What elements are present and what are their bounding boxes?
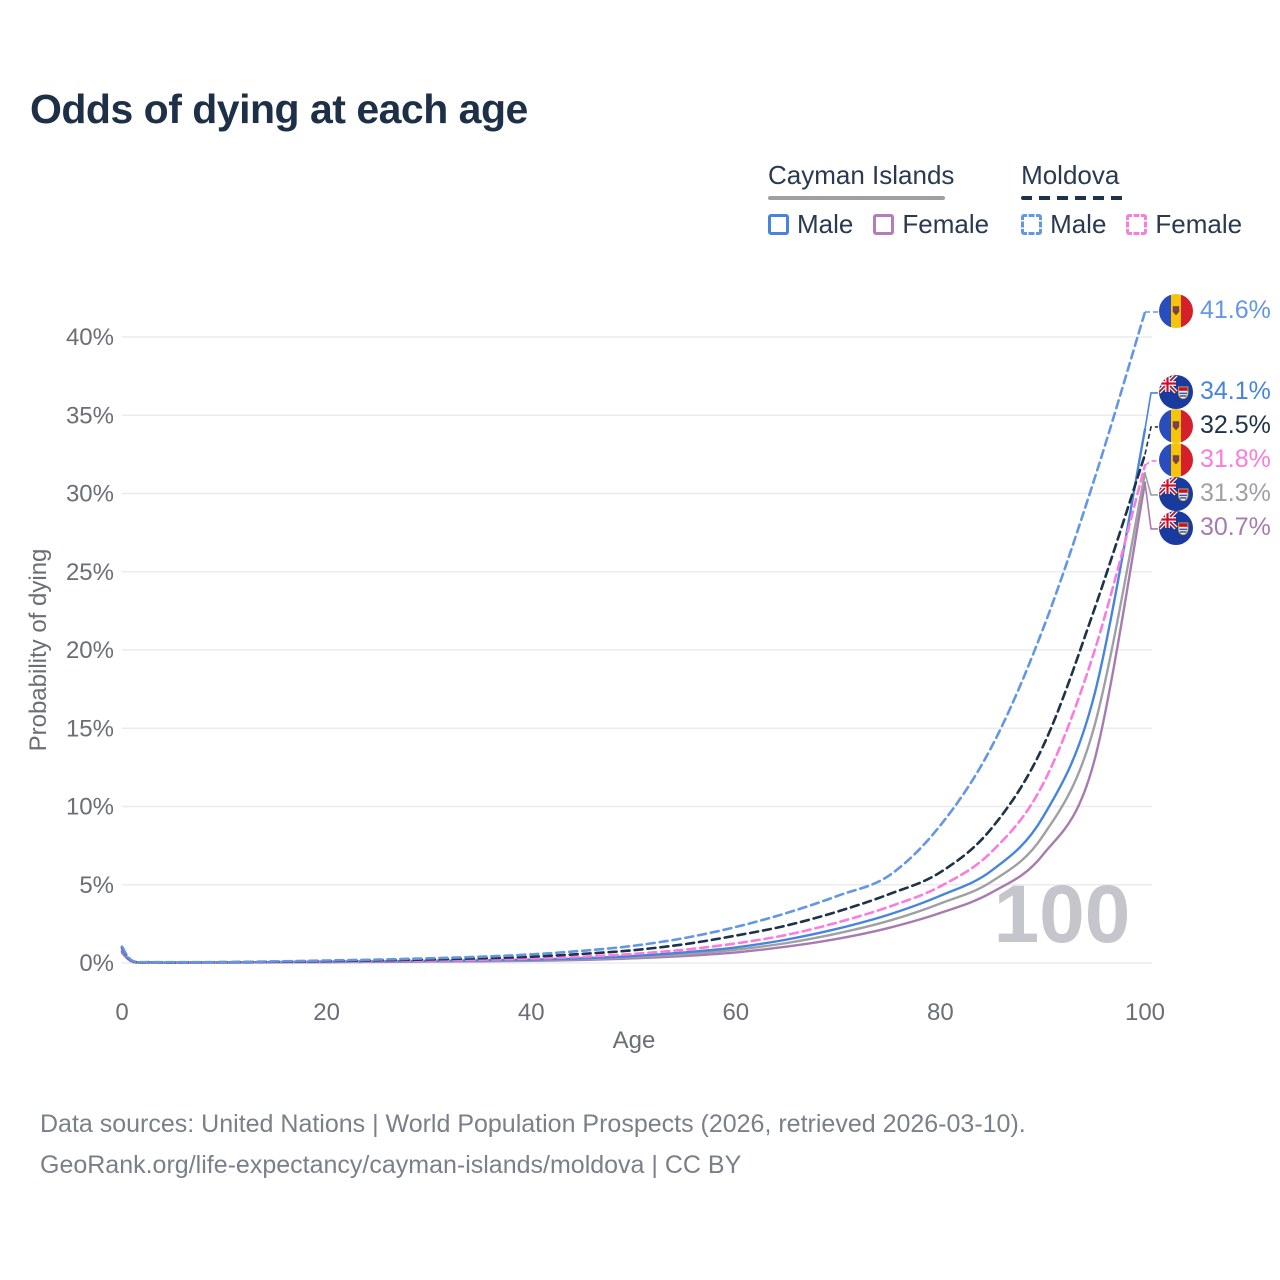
x-tick-80: 80: [927, 999, 954, 1026]
legend-item-cayman-female[interactable]: Female: [873, 209, 989, 240]
cayman-flag-icon: [1159, 476, 1193, 511]
legend-item-label: Female: [902, 209, 990, 239]
x-tick-40: 40: [518, 999, 545, 1026]
moldova-flag-icon: [1159, 293, 1193, 328]
cayman-flag-icon: [1159, 374, 1193, 409]
series-line-moldova-total[interactable]: [120, 453, 1147, 964]
y-tick-25: 25%: [66, 559, 114, 586]
legend-item-label: Male: [1050, 209, 1107, 239]
moldova-flag-icon: [1159, 442, 1193, 477]
legend-group-title-cayman: Cayman Islands: [768, 160, 955, 190]
y-axis-title: Probability of dying: [25, 549, 52, 752]
end-label-value: 30.7%: [1200, 513, 1271, 542]
y-tick-30: 30%: [66, 481, 114, 508]
series-line-moldova-female[interactable]: [120, 464, 1147, 964]
moldova-total-line-sample: [1021, 196, 1124, 200]
y-axis-tick-labels: 0% 5% 10% 15% 20% 25% 30% 35% 40%: [66, 324, 114, 977]
x-axis-tick-labels: 0 20 40 60 80 100: [115, 999, 1165, 1026]
y-tick-0: 0%: [79, 950, 114, 977]
legend-item-label: Female: [1155, 209, 1243, 239]
leader-line-cayman-male: [1144, 392, 1158, 430]
legend-group-cayman-islands: Cayman Islands Male Female: [768, 160, 989, 240]
end-label-value: 34.1%: [1200, 377, 1271, 406]
end-label-moldova-female: 31.8%: [1159, 442, 1271, 477]
source-line-1: Data sources: United Nations | World Pop…: [40, 1110, 1026, 1138]
leader-line-moldova-total: [1144, 426, 1158, 455]
age-counter-watermark: 100: [994, 869, 1131, 960]
end-label-cayman-male: 34.1%: [1159, 374, 1271, 409]
end-label-moldova-total: 32.5%: [1159, 408, 1271, 443]
legend-item-moldova-male[interactable]: Male: [1021, 209, 1106, 240]
y-tick-15: 15%: [66, 715, 114, 742]
y-tick-40: 40%: [66, 324, 114, 351]
legend-group-moldova: Moldova Male Female: [1021, 160, 1242, 240]
series-line-cayman-total[interactable]: [120, 472, 1147, 964]
source-attribution: Data sources: United Nations | World Pop…: [40, 1104, 1026, 1186]
source-line-2: GeoRank.org/life-expectancy/cayman-islan…: [40, 1151, 742, 1179]
end-label-cayman-total: 31.3%: [1159, 476, 1271, 511]
x-tick-20: 20: [313, 999, 340, 1026]
gridlines: [122, 336, 1152, 964]
moldova-female-swatch-icon: [1126, 214, 1148, 235]
end-label-value: 41.6%: [1200, 296, 1271, 325]
cayman-flag-icon: [1159, 510, 1193, 545]
x-axis-title: Age: [613, 1027, 656, 1054]
cayman-female-swatch-icon: [873, 214, 895, 235]
series-line-cayman-female[interactable]: [120, 481, 1147, 964]
y-tick-35: 35%: [66, 402, 114, 429]
end-label-cayman-female: 30.7%: [1159, 510, 1271, 545]
moldova-flag-icon: [1159, 408, 1193, 443]
end-label-value: 32.5%: [1200, 411, 1271, 440]
page-title: Odds of dying at each age: [30, 86, 528, 132]
x-tick-0: 0: [115, 999, 128, 1026]
x-tick-100: 100: [1125, 999, 1165, 1026]
cayman-total-line-sample: [768, 196, 945, 200]
series-line-moldova-male[interactable]: [120, 310, 1147, 964]
y-tick-20: 20%: [66, 637, 114, 664]
y-tick-10: 10%: [66, 794, 114, 821]
leader-line-cayman-female: [1144, 482, 1158, 530]
end-label-value: 31.3%: [1200, 479, 1271, 508]
moldova-male-swatch-icon: [1021, 214, 1043, 235]
end-label-moldova-male: 41.6%: [1159, 293, 1271, 328]
cayman-male-swatch-icon: [768, 214, 789, 235]
end-label-value: 31.8%: [1200, 445, 1271, 474]
y-tick-5: 5%: [79, 872, 114, 899]
leader-line-cayman-total: [1144, 472, 1158, 496]
legend-item-cayman-male[interactable]: Male: [768, 209, 853, 240]
end-label-leader-lines: [1144, 311, 1158, 530]
legend-group-title-moldova: Moldova: [1021, 160, 1120, 190]
legend: Cayman Islands Male Female Moldova Male: [768, 160, 1242, 240]
x-tick-60: 60: [722, 999, 749, 1026]
legend-item-moldova-female[interactable]: Female: [1126, 209, 1242, 240]
series-lines: [120, 310, 1147, 964]
leader-line-moldova-female: [1144, 460, 1158, 466]
legend-item-label: Male: [797, 209, 854, 239]
